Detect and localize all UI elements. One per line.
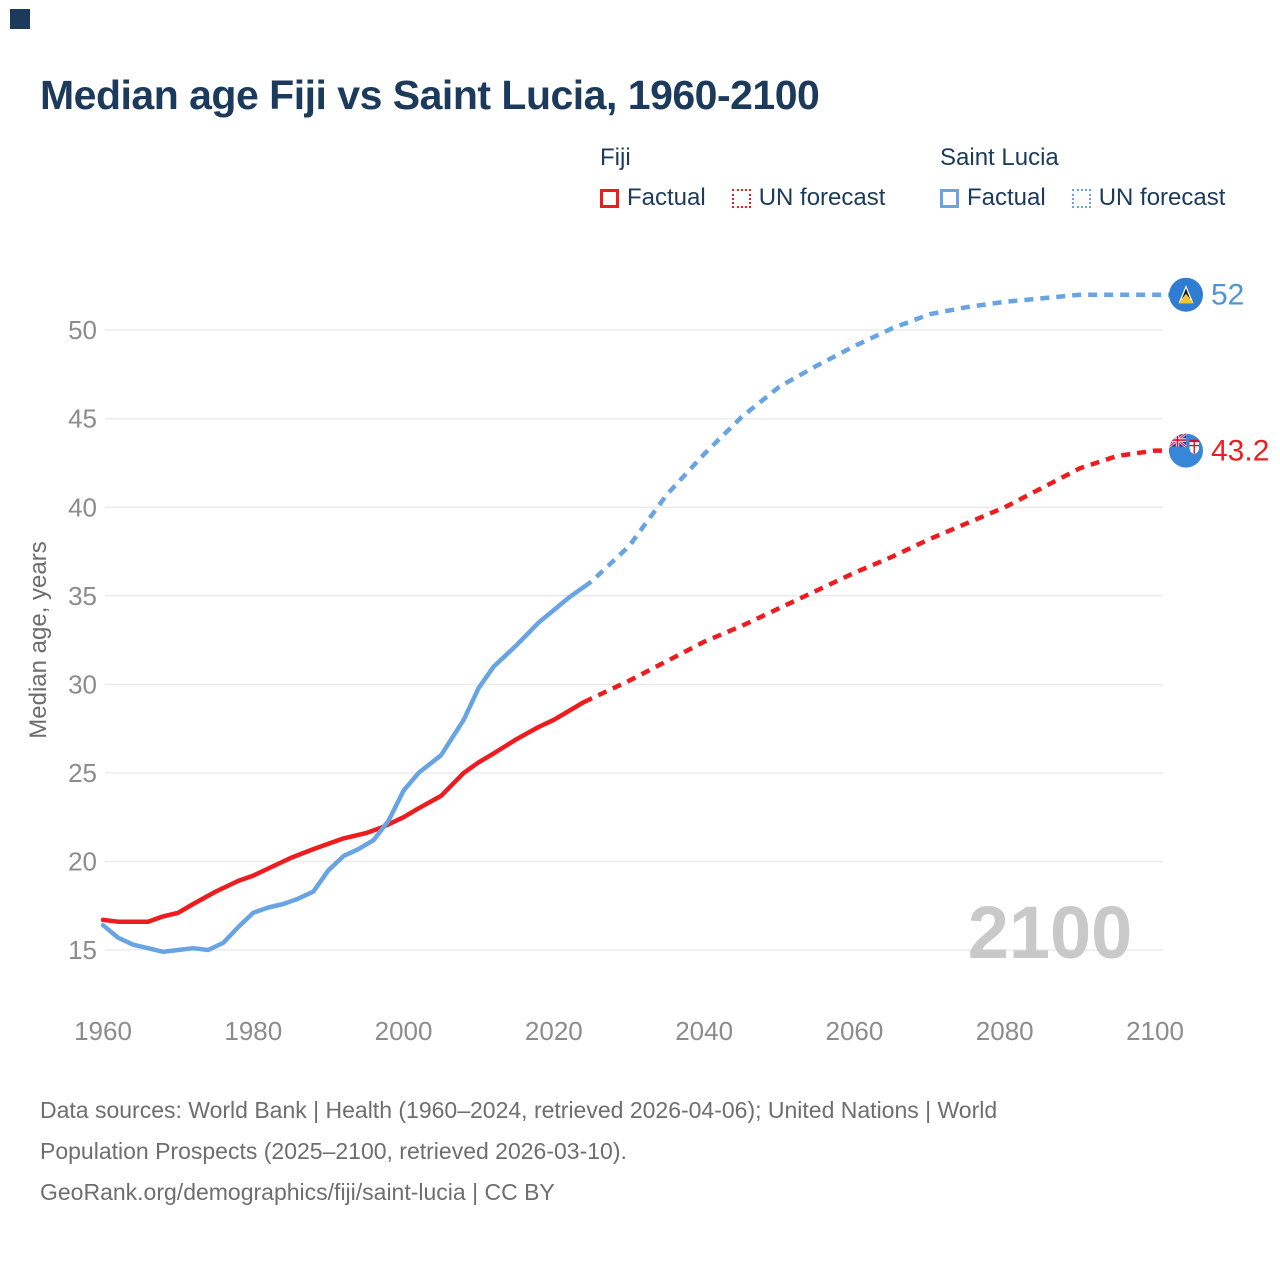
fiji-factual-swatch-icon [600, 188, 619, 208]
footer-line: Population Prospects (2025–2100, retriev… [40, 1138, 627, 1164]
y-tick-label: 20 [68, 846, 97, 876]
saint-lucia-flag-icon [1169, 277, 1203, 312]
legend-item-saint-lucia-factual: Factual [940, 184, 1046, 212]
footer-line: Data sources: World Bank | Health (1960–… [40, 1097, 998, 1123]
legend-item-label: Factual [967, 184, 1046, 211]
legend-item-label: Factual [627, 184, 706, 211]
x-tick-label: 2020 [525, 1016, 583, 1046]
legend-group-saint-lucia: Saint Lucia Factual UN forecast [940, 144, 1225, 212]
legend-group-name: Saint Lucia [940, 144, 1059, 171]
legend-item-label: UN forecast [1098, 184, 1226, 211]
saint-lucia-factual-line [100, 584, 587, 955]
fiji-flag-icon [1169, 433, 1203, 468]
legend-group-fiji: Fiji Factual UN forecast [600, 144, 885, 212]
fiji-factual-line [100, 699, 587, 924]
x-tick-label: 2080 [976, 1016, 1034, 1046]
legend-item-fiji-factual: Factual [600, 184, 706, 212]
x-tick-label: 1980 [224, 1016, 282, 1046]
y-axis-title: Median age, years [25, 541, 52, 738]
x-tick-label: 1960 [74, 1016, 132, 1046]
legend-item-saint-lucia-forecast: UN forecast [1071, 184, 1226, 212]
y-tick-label: 15 [68, 935, 97, 965]
endpoint-value-label-fiji: 43.2 [1211, 435, 1269, 468]
saint-lucia-factual-swatch-icon [940, 188, 959, 208]
y-tick-label: 30 [68, 669, 97, 699]
y-tick-label: 45 [68, 404, 97, 434]
legend-group-name: Fiji [600, 144, 631, 171]
x-tick-label: 2060 [826, 1016, 884, 1046]
fiji-un-forecast-line [582, 448, 1186, 705]
page-title: Median age Fiji vs Saint Lucia, 1960-210… [40, 72, 820, 118]
x-tick-label: 2040 [675, 1016, 733, 1046]
x-tick-label: 2100 [1126, 1016, 1184, 1046]
y-tick-label: 50 [68, 315, 97, 345]
y-tick-label: 40 [68, 492, 97, 522]
endpoint-value-label-saint-lucia: 52 [1211, 279, 1244, 312]
watermark-year: 2100 [968, 891, 1133, 974]
fiji-forecast-swatch-icon [731, 188, 751, 208]
data-sources-footer: Data sources: World Bank | Health (1960–… [40, 1090, 997, 1213]
y-tick-label: 35 [68, 581, 97, 611]
footer-line: GeoRank.org/demographics/fiji/saint-luci… [40, 1179, 555, 1205]
logo-mark [10, 9, 30, 29]
saint-lucia-forecast-swatch-icon [1071, 188, 1091, 208]
legend-item-fiji-forecast: UN forecast [731, 184, 886, 212]
saint-lucia-un-forecast-line [582, 292, 1186, 589]
legend-item-label: UN forecast [758, 184, 886, 211]
x-tick-label: 2000 [375, 1016, 433, 1046]
y-tick-label: 25 [68, 758, 97, 788]
